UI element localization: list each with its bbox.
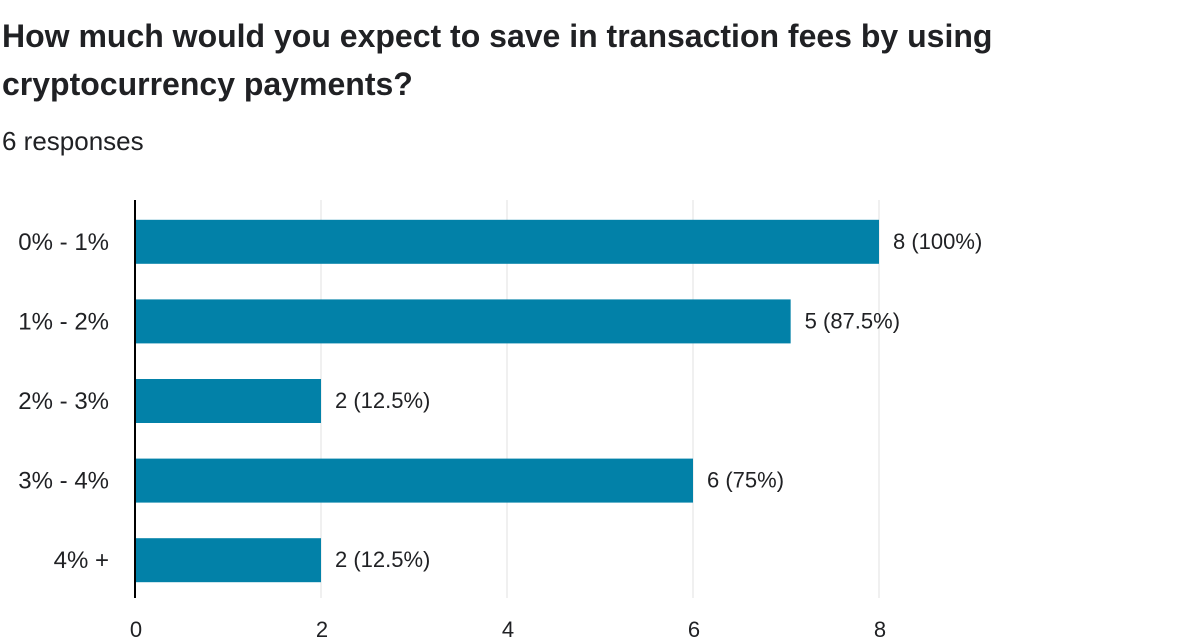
bar — [135, 299, 791, 344]
category-label: 1% - 2% — [18, 308, 109, 335]
data-labels: 8 (100%) 5 (87.5%) 2 (12.5%) 6 (75%) 2 (12.5… — [335, 229, 982, 572]
category-label: 2% - 3% — [18, 388, 109, 415]
x-tick-label: 4 — [502, 617, 514, 639]
x-tick-labels: 0 2 4 6 8 — [130, 617, 886, 639]
x-tick-label: 0 — [130, 617, 142, 639]
bar — [135, 538, 321, 583]
bar — [135, 219, 879, 264]
bar — [135, 458, 693, 503]
category-labels: 0% - 1% 1% - 2% 2% - 3% 3% - 4% 4% + — [18, 229, 109, 574]
category-label: 0% - 1% — [18, 229, 109, 256]
data-label: 2 (12.5%) — [335, 388, 430, 413]
data-label: 5 (87.5%) — [805, 308, 900, 333]
bars — [135, 219, 879, 583]
category-label: 4% + — [54, 547, 109, 574]
x-tick-label: 8 — [874, 617, 886, 639]
gridlines — [320, 200, 880, 598]
x-tick-label: 2 — [316, 617, 328, 639]
chart-title: How much would you expect to save in tra… — [2, 18, 993, 102]
response-count: 6 responses — [2, 126, 144, 156]
bar — [135, 379, 321, 423]
data-label: 6 (75%) — [707, 468, 784, 493]
x-tick-label: 6 — [688, 617, 700, 639]
category-label: 3% - 4% — [18, 468, 109, 495]
data-label: 2 (12.5%) — [335, 547, 430, 572]
data-label: 8 (100%) — [893, 229, 982, 254]
